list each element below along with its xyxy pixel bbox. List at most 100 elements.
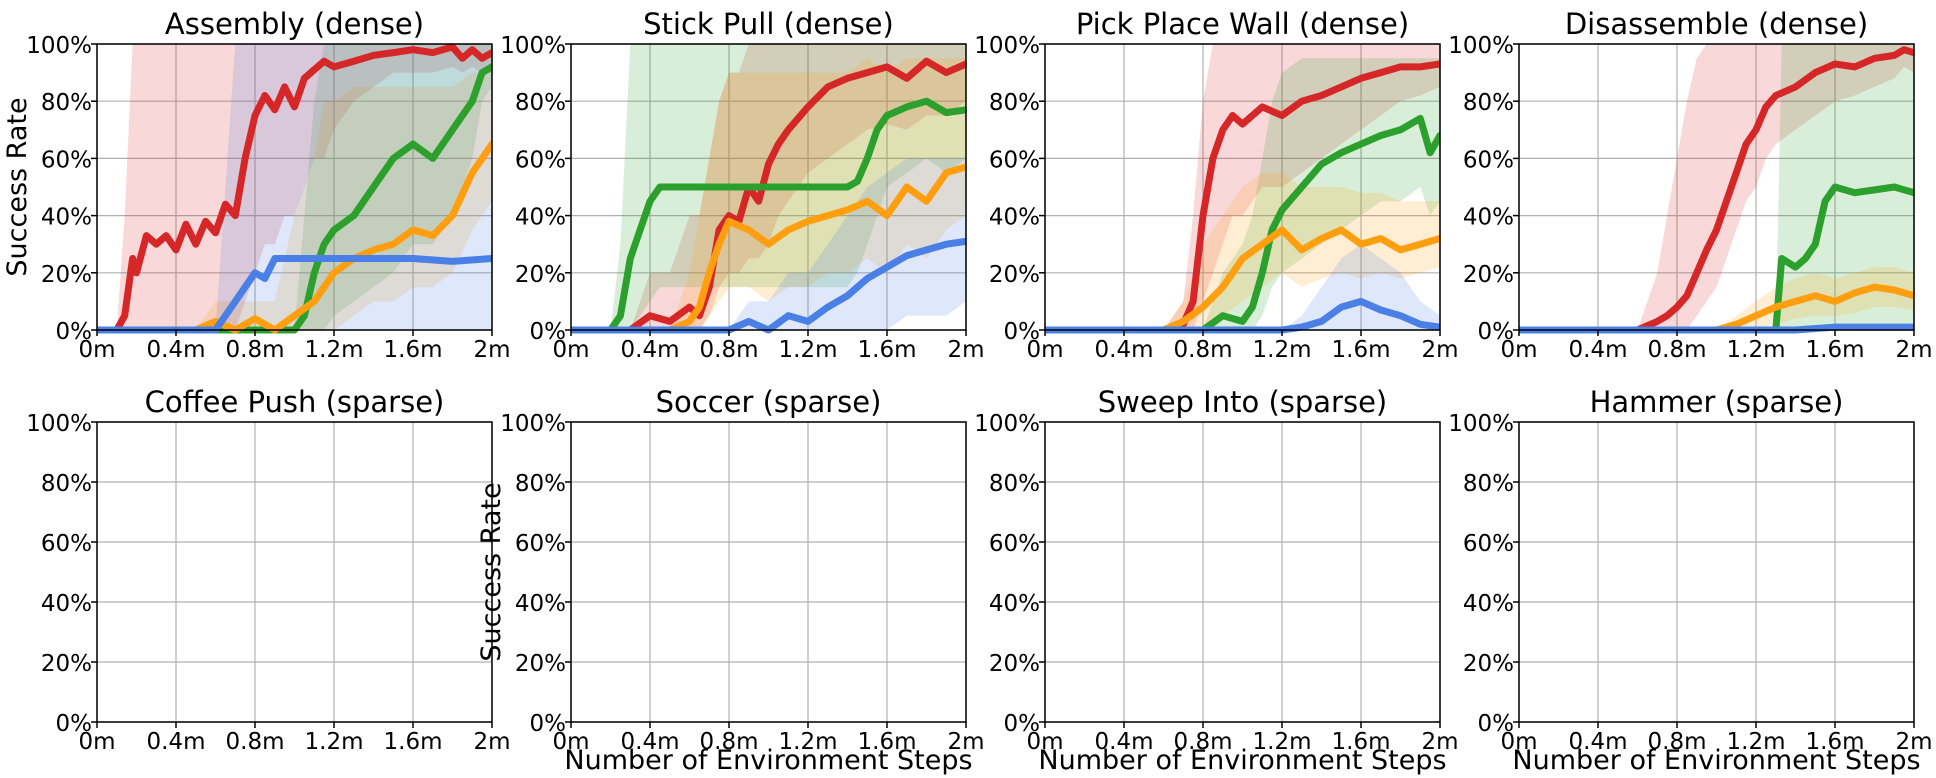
y-tick-label: 0% [56, 319, 93, 345]
y-tick-label: 40% [989, 205, 1040, 231]
series-band-orange [97, 72, 492, 330]
x-axis-label: Number of Environment Steps [564, 745, 972, 776]
y-tick-label: 40% [1463, 591, 1514, 617]
y-tick-label: 20% [1463, 262, 1514, 288]
chart-panel-1: 0% 20% 40% 60% 80% 100% 0m 0.4m 0.8m 1.2m 1.6m 2m St… [500, 7, 984, 363]
y-tick-label: 20% [989, 651, 1040, 677]
series-band-green [1519, 44, 1914, 330]
chart-title: Soccer (sparse) [656, 385, 882, 419]
y-tick-label: 100% [974, 33, 1040, 59]
y-tick-label: 100% [1448, 411, 1514, 437]
x-tick-label: 0m [78, 729, 115, 755]
series-line-orange [571, 163, 966, 334]
x-tick-label: 1.6m [384, 337, 443, 363]
x-tick-label: 0.4m [1569, 729, 1628, 755]
y-tick-label: 0% [1004, 319, 1041, 345]
x-tick-label: 1.6m [384, 729, 443, 755]
chart-panel-7: 0% 20% 40% 60% 80% 100% 0m 0.4m 0.8m 1.2m 1.6m 2m Ha… [1448, 385, 1932, 776]
y-tick-label: 100% [1448, 33, 1514, 59]
series-line-orange [1519, 283, 1914, 334]
y-tick-label: 60% [989, 531, 1040, 557]
x-tick-label: 1.6m [1806, 337, 1865, 363]
y-tick-label: 40% [1463, 205, 1514, 231]
x-tick-label: 0.4m [147, 337, 206, 363]
x-tick-label: 1.6m [1806, 729, 1865, 755]
x-tick-label: 0m [552, 337, 589, 363]
axes-frame [570, 43, 967, 331]
series-band-orange [571, 58, 966, 331]
series-band-red [97, 44, 492, 330]
y-tick-label: 0% [530, 711, 567, 737]
chart-panel-4: 0% 20% 40% 60% 80% 100% 0m 0.4m 0.8m 1.2m 1.6m 2m Co… [26, 385, 510, 755]
x-axis-label: Number of Environment Steps [1512, 745, 1920, 776]
x-tick-label: 1.2m [1253, 337, 1312, 363]
x-tick-label: 2m [947, 337, 984, 363]
series-line-green [97, 63, 492, 334]
x-tick-label: 0.4m [147, 729, 206, 755]
series-band-orange [1045, 172, 1440, 330]
axes-frame [1518, 43, 1915, 331]
y-tick-label: 60% [515, 147, 566, 173]
x-tick-label: 0.8m [1174, 337, 1233, 363]
y-tick-label: 0% [530, 319, 567, 345]
y-axis-label: Success Rate [2, 97, 33, 276]
series-line-orange [1045, 226, 1440, 334]
x-tick-label: 0.4m [1095, 729, 1154, 755]
x-tick-label: 0m [1500, 337, 1537, 363]
y-tick-label: 60% [41, 147, 92, 173]
y-tick-label: 0% [56, 711, 93, 737]
series-band-red [1045, 44, 1440, 330]
y-tick-label: 60% [989, 147, 1040, 173]
y-tick-label: 20% [515, 651, 566, 677]
y-tick-label: 40% [41, 205, 92, 231]
y-tick-label: 40% [515, 591, 566, 617]
x-tick-label: 0m [1026, 729, 1063, 755]
y-tick-label: 60% [515, 531, 566, 557]
x-tick-label: 2m [473, 729, 510, 755]
x-tick-label: 1.2m [305, 729, 364, 755]
y-tick-label: 0% [1478, 711, 1515, 737]
y-tick-label: 20% [41, 262, 92, 288]
x-tick-label: 0.4m [621, 729, 680, 755]
series-line-green [1519, 183, 1914, 334]
y-tick-label: 40% [989, 591, 1040, 617]
series-band-orange [1519, 267, 1914, 330]
x-tick-label: 2m [473, 337, 510, 363]
chart-title: Disassemble (dense) [1565, 7, 1868, 41]
x-tick-label: 1.2m [1253, 729, 1312, 755]
y-tick-label: 60% [1463, 531, 1514, 557]
x-tick-label: 0m [1500, 729, 1537, 755]
axes-frame [570, 421, 967, 723]
x-tick-label: 1.6m [1332, 337, 1391, 363]
x-tick-label: 0.8m [1648, 729, 1707, 755]
y-tick-label: 20% [989, 262, 1040, 288]
series-line-orange [97, 140, 492, 334]
x-tick-label: 1.2m [779, 729, 838, 755]
x-axis-label: Number of Environment Steps [1038, 745, 1446, 776]
y-tick-label: 80% [989, 90, 1040, 116]
x-tick-label: 0.8m [226, 337, 285, 363]
x-tick-label: 1.6m [858, 729, 917, 755]
x-tick-label: 0.4m [1095, 337, 1154, 363]
y-tick-label: 0% [1478, 319, 1515, 345]
y-tick-label: 100% [500, 33, 566, 59]
series-line-red [571, 57, 966, 334]
chart-title: Stick Pull (dense) [643, 7, 894, 41]
x-tick-label: 0.8m [700, 729, 759, 755]
y-tick-label: 100% [500, 411, 566, 437]
y-tick-label: 80% [989, 471, 1040, 497]
series-band-green [1045, 58, 1440, 331]
chart-title: Hammer (sparse) [1590, 385, 1844, 419]
y-tick-label: 80% [515, 471, 566, 497]
chart-panel-6: 0% 20% 40% 60% 80% 100% 0m 0.4m 0.8m 1.2m 1.6m 2m Sw… [974, 385, 1458, 776]
x-tick-label: 2m [1421, 337, 1458, 363]
series-band-red [1519, 44, 1914, 330]
x-tick-label: 0.4m [1569, 337, 1628, 363]
y-tick-label: 20% [1463, 651, 1514, 677]
y-tick-label: 100% [26, 411, 92, 437]
x-tick-label: 0.8m [1174, 729, 1233, 755]
series-line-blue [571, 237, 966, 334]
y-tick-label: 20% [41, 651, 92, 677]
x-tick-label: 1.2m [1727, 729, 1786, 755]
